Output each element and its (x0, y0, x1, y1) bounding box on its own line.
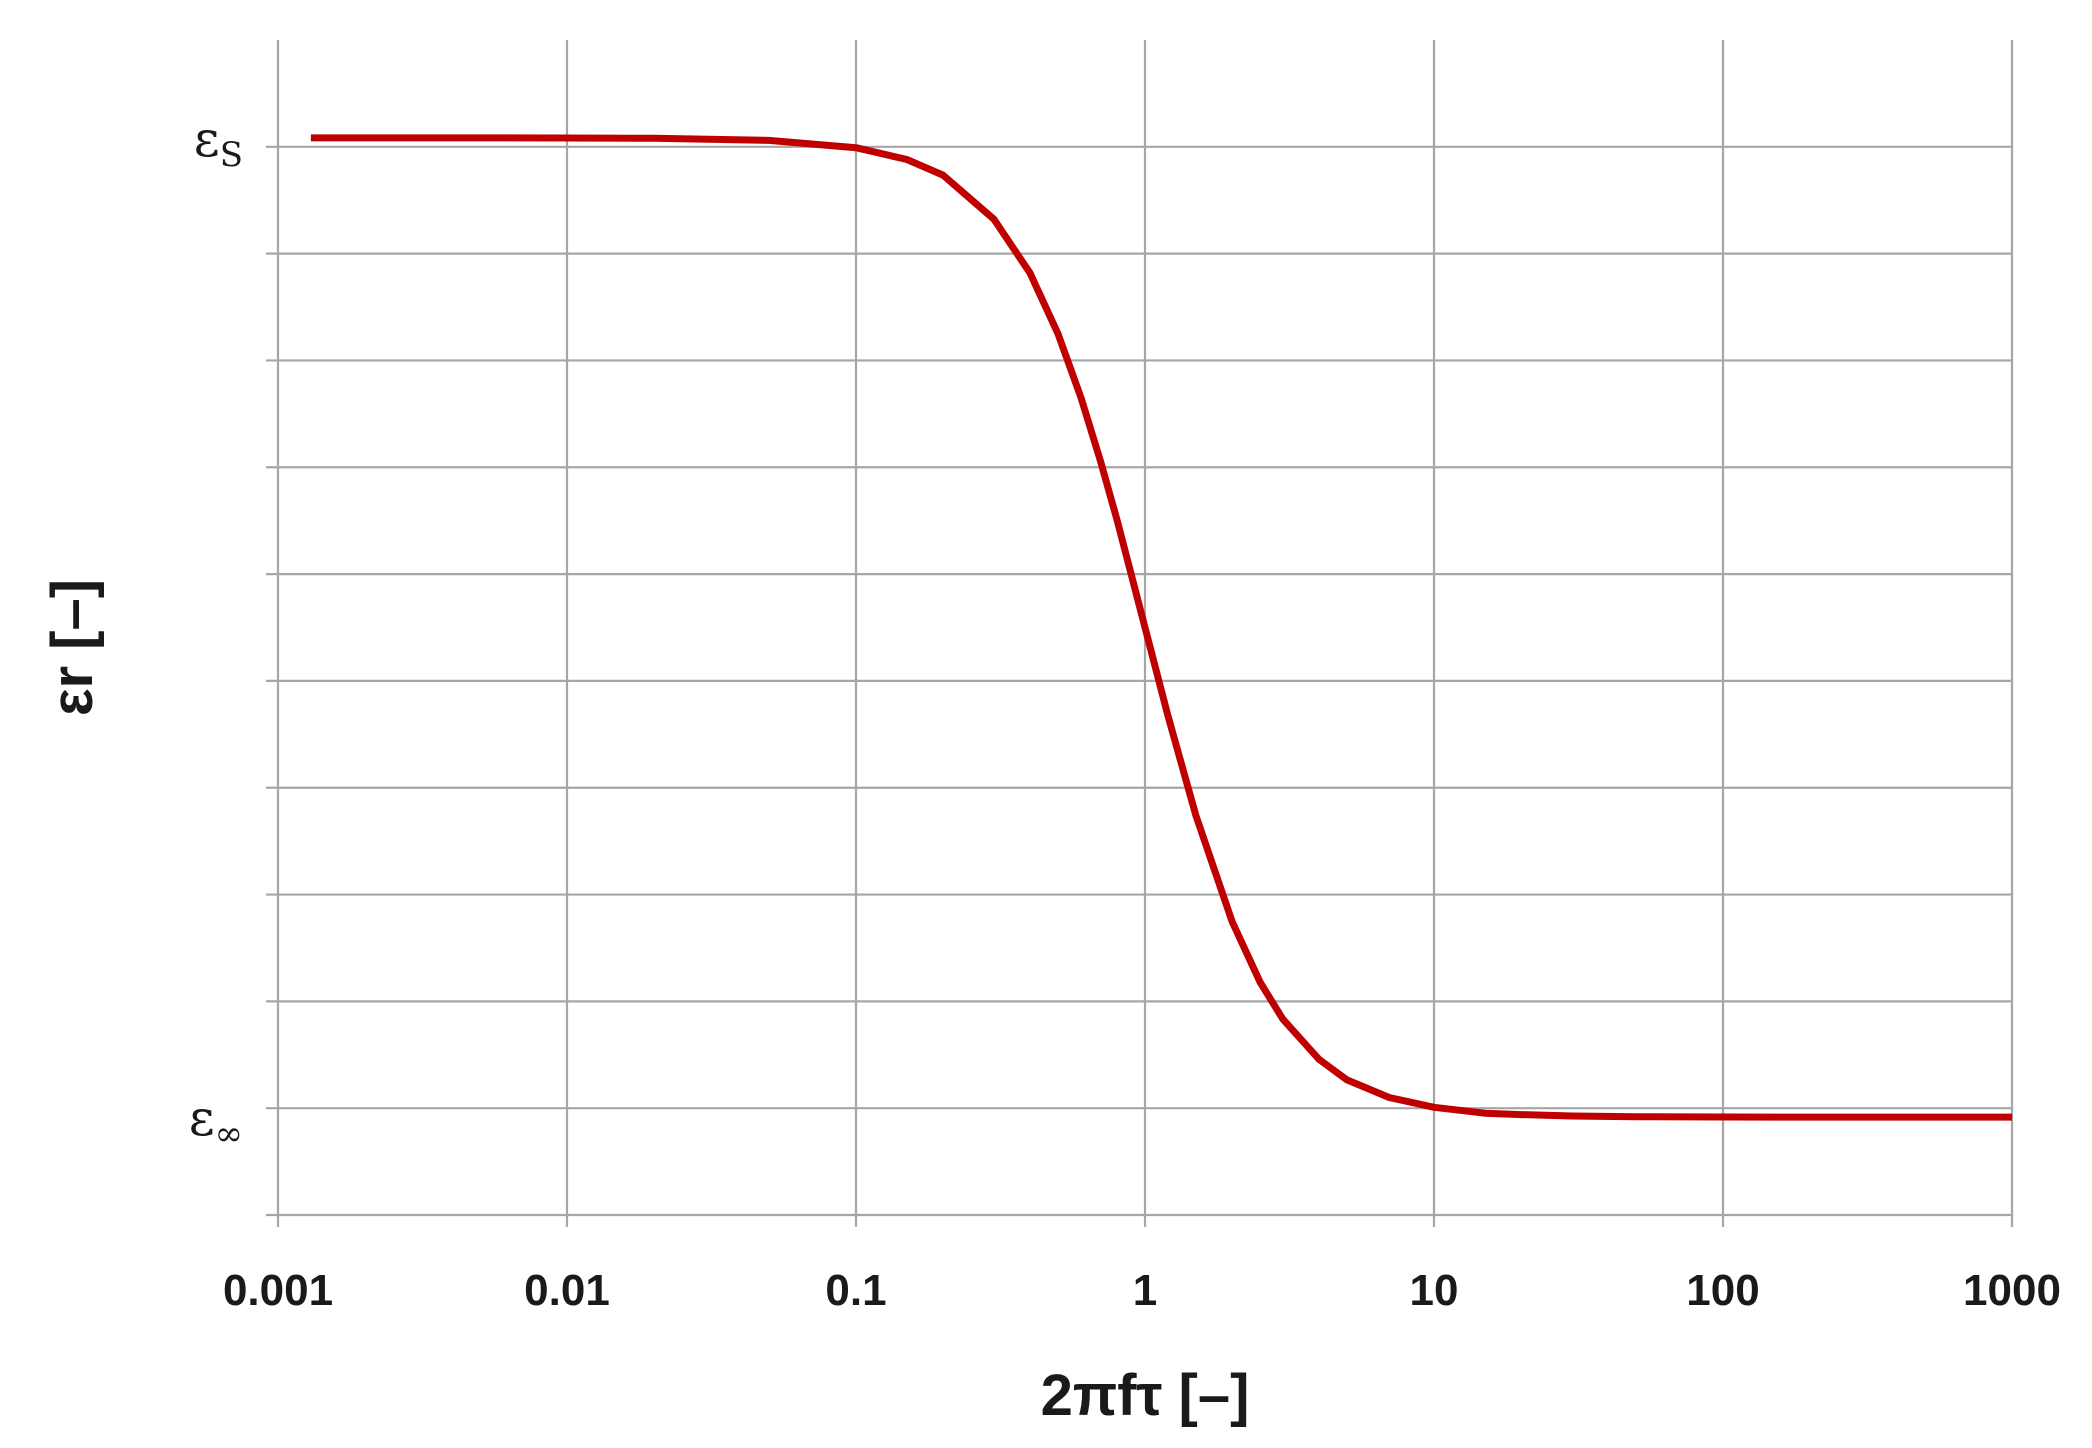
x-axis-label: 2πfτ [–] (1041, 1363, 1250, 1428)
y-axis-ticks: εS ε∞ (189, 110, 243, 1154)
x-tick-label: 10 (1410, 1266, 1459, 1315)
x-tick-label: 0.01 (524, 1266, 610, 1315)
y-axis-label: εr [–] (40, 579, 105, 716)
x-tick-label: 0.1 (825, 1266, 886, 1315)
x-tick-label: 0.001 (223, 1266, 333, 1315)
x-tick-label: 1000 (1963, 1266, 2061, 1315)
x-axis-ticks: 0.001 0.01 0.1 1 10 100 1000 (223, 1266, 2061, 1315)
x-tick-label: 1 (1133, 1266, 1157, 1315)
x-tick-label: 100 (1686, 1266, 1759, 1315)
series-line (310, 134, 2012, 1121)
y-tick-label: εS (194, 110, 243, 175)
y-tick-label: ε∞ (189, 1089, 243, 1154)
grid (266, 40, 2014, 1227)
